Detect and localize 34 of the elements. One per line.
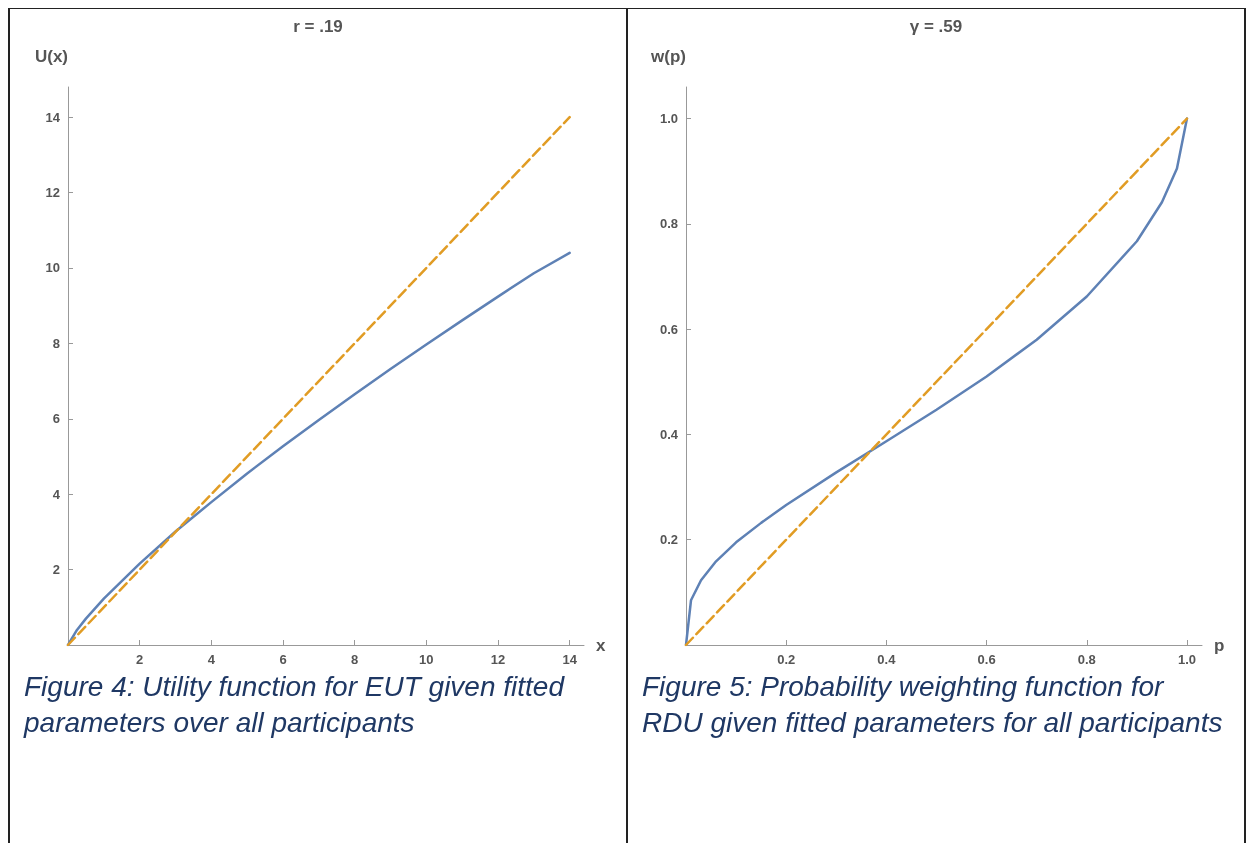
x-tick-label: 6 — [279, 652, 287, 667]
caption: Figure 5: Probability weighting function for RDU given fitted parameters for all participants — [641, 670, 1224, 740]
x-axis-title: x — [596, 635, 606, 655]
x-tick-label: 0.6 — [977, 652, 996, 667]
chart-title: r = .19 — [293, 17, 343, 36]
x-tick-label: 2 — [136, 652, 144, 667]
x-tick-label: 0.8 — [1077, 652, 1096, 667]
y-tick-label: 6 — [52, 411, 60, 427]
caption: Figure 4: Utility function for EUT given fitted parameters over all participants — [22, 670, 566, 740]
x-tick-label: 8 — [351, 652, 359, 667]
y-tick-label: 0.2 — [659, 532, 678, 548]
y-tick-label: 12 — [45, 185, 60, 201]
y-tick-label: 0.8 — [659, 216, 678, 232]
y-tick-label: 2 — [52, 562, 60, 578]
x-tick-label: 12 — [490, 652, 506, 667]
y-tick-label: 1.0 — [659, 111, 678, 127]
y-axis-title: w(p) — [650, 47, 686, 66]
y-axis-title: U(x) — [34, 47, 68, 66]
x-tick-label: 0.2 — [777, 652, 796, 667]
x-tick-label: 0.4 — [877, 652, 897, 667]
x-tick-label: 1.0 — [1177, 652, 1197, 667]
y-tick-label: 0.6 — [659, 321, 678, 337]
y-tick-label: 10 — [45, 260, 60, 276]
line-series — [66, 251, 571, 647]
x-tick-label: 10 — [419, 652, 434, 667]
x-tick-label: 4 — [207, 652, 216, 667]
chart-title: γ = .59 — [909, 17, 963, 36]
y-tick-label: 0.4 — [659, 426, 679, 442]
line-series — [684, 117, 1189, 647]
y-tick-label: 8 — [52, 335, 60, 351]
y-tick-label: 14 — [45, 109, 61, 125]
x-axis-title: p — [1214, 635, 1225, 655]
x-tick-label: 14 — [562, 652, 578, 667]
y-tick-label: 4 — [52, 486, 61, 502]
